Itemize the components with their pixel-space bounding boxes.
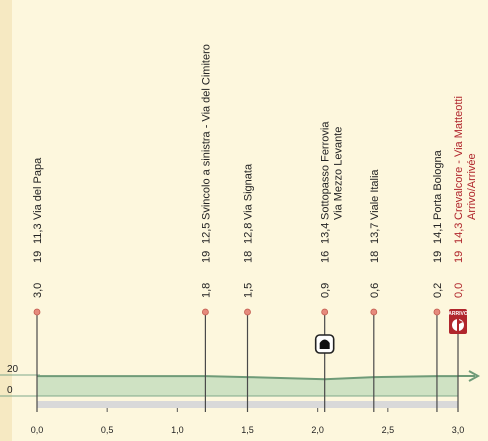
point-altitude: 19: [32, 251, 44, 263]
point-progressive-km: 14,1: [432, 223, 444, 244]
tunnel-icon-arch: [319, 339, 330, 349]
point-label-group: 1,5 18 12,8 Via Signata: [243, 163, 255, 298]
point-dot: [33, 308, 41, 316]
point-name: Sottopasso Ferrovia: [320, 121, 332, 220]
point-remaining-km: 1,5: [243, 283, 255, 298]
point-remaining-km: 1,8: [200, 283, 212, 298]
point-remaining-km: 0,2: [432, 283, 444, 298]
x-tick-label: 3,0: [452, 425, 465, 435]
arrivo-icon-top: [450, 310, 466, 316]
point-progressive-km: 12,5: [200, 223, 212, 244]
x-tick-label: 1,5: [241, 425, 254, 435]
point-dot: [321, 308, 329, 316]
point-dot: [433, 308, 441, 316]
point-name: Via Signata: [243, 163, 255, 220]
point-label-group: 3,0 19 11,3 Via del Papa: [32, 157, 44, 298]
point-progressive-km: 14,3: [453, 223, 465, 244]
point-name: Porta Bologna: [432, 149, 444, 220]
point-altitude: 18: [369, 251, 381, 263]
point-label-group: 0,6 18 13,7 Viale Italia: [369, 169, 381, 298]
x-tick-label: 2,0: [311, 425, 324, 435]
x-tick-label: 1,0: [171, 425, 184, 435]
point-remaining-km: 0,9: [320, 283, 332, 298]
point-label-group: 0,0 19 14,3 Crevalcore - Via Matteotti Arriv…: [453, 96, 478, 298]
point-remaining-km: 0,0: [453, 283, 465, 298]
arrivo-icon-flag: [459, 320, 463, 324]
arrivo-icon-label: ARRIVO: [448, 311, 468, 317]
point-progressive-km: 12,8: [243, 223, 255, 244]
point-name: Crevalcore - Via Matteotti: [453, 96, 465, 220]
point-label-group: 0,9 16 13,4 Sottopasso Ferrovia Via Mezzo Le…: [320, 121, 345, 298]
point-name: Viale Italia: [369, 169, 381, 220]
point-altitude: 19: [453, 251, 465, 263]
x-tick-label: 0,5: [101, 425, 114, 435]
point-name-secondary: Arrivo/Arrivée: [466, 153, 478, 220]
point-dot: [370, 308, 378, 316]
arrivo-icon-post: [457, 319, 459, 331]
point-progressive-km: 13,4: [320, 223, 332, 244]
point-altitude: 16: [320, 251, 332, 263]
y-tick-label: 0: [7, 385, 13, 396]
point-name: Via del Papa: [32, 157, 44, 220]
arrivo-icon: ARRIVO: [448, 309, 468, 334]
point-label-group: 0,2 19 14,1 Porta Bologna: [432, 149, 444, 298]
point-dot: [244, 308, 251, 316]
point-name: Svincolo a sinistra - Via del Cimitero: [200, 44, 212, 220]
x-tick-label: 2,5: [382, 425, 395, 435]
point-altitude: 19: [200, 251, 212, 263]
profile-arrow-head: [468, 370, 481, 382]
point-altitude: 18: [243, 251, 255, 263]
point-progressive-km: 11,3: [32, 223, 44, 244]
tunnel-icon: [314, 334, 335, 354]
point-remaining-km: 3,0: [32, 283, 44, 298]
point-remaining-km: 0,6: [369, 283, 381, 298]
point-name-secondary: Via Mezzo Levante: [333, 127, 345, 220]
x-tick-label: 0,0: [31, 425, 44, 435]
left-band: [0, 0, 12, 441]
point-dot: [201, 308, 209, 316]
point-progressive-km: 13,7: [369, 223, 381, 244]
point-label-group: 1,8 19 12,5 Svincolo a sinistra - Via del C…: [200, 44, 212, 298]
y-tick-label: 20: [7, 364, 19, 375]
point-altitude: 19: [432, 251, 444, 263]
